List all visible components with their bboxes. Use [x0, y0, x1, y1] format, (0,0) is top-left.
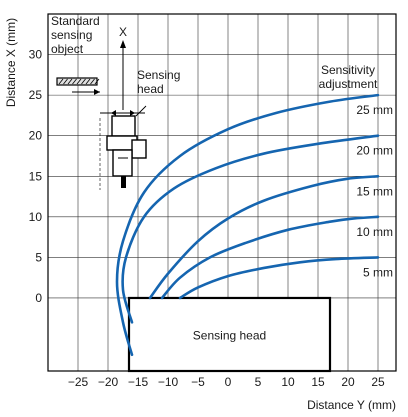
plot-frame: [47, 13, 397, 372]
plate-hatch: [63, 78, 68, 85]
x-direction-marker-label: X: [119, 25, 127, 39]
standard-object-label-line1: Standard: [51, 14, 100, 28]
x-tick-label: −25: [68, 375, 89, 389]
sensor-inset-drawing: [56, 40, 147, 190]
x-tick-label: 20: [341, 375, 355, 389]
x-tick-label: 25: [371, 375, 385, 389]
motion-arrow-head: [94, 89, 100, 95]
curve-10-mm: [160, 215, 380, 300]
series-labels: 25 mm 20 mm 15 mm 10 mm 5 mm: [356, 103, 393, 279]
sensor-lower-body: [112, 149, 133, 177]
sensitivity-curves: [115, 93, 380, 357]
curve-25-mm: [115, 93, 380, 357]
sensor-cable: [121, 176, 126, 188]
x-axis-label: Distance Y (mm): [307, 398, 396, 412]
y-tick-label: 25: [29, 88, 43, 102]
standard-object-label-line2: sensing: [51, 28, 92, 42]
x-tick-label: 0: [225, 375, 232, 389]
x-tick-label: −20: [98, 375, 119, 389]
series-label: 10 mm: [356, 225, 393, 239]
x-tick-label: −15: [128, 375, 149, 389]
grid-lines: [48, 14, 396, 371]
y-tick-label: 10: [29, 210, 43, 224]
plate-hatch: [81, 78, 86, 85]
series-label: 20 mm: [356, 144, 393, 158]
sensing-head-pointer: [135, 105, 147, 117]
plate-hatch: [76, 78, 82, 85]
x-tick-label: 10: [281, 375, 295, 389]
sensor-side-block: [131, 139, 147, 159]
x-tick-label: −10: [158, 375, 179, 389]
sensing-head-box: [127, 296, 332, 373]
legend-title-line1: Sensitivity: [321, 63, 375, 77]
curve-15-mm: [148, 174, 380, 300]
sensing-head-label-line1: Sensing: [137, 68, 180, 82]
series-label: 5 mm: [363, 265, 393, 279]
sensing-head-rect: [127, 296, 332, 373]
y-tick-label: 30: [29, 48, 43, 62]
sensor-dim-arrows: [111, 110, 135, 116]
series-label: 15 mm: [356, 184, 393, 198]
sensing-head-box-label: Sensing head: [193, 328, 266, 342]
x-axis-marker-arrow: [120, 40, 126, 48]
legend-title-line2: adjustment: [319, 77, 378, 91]
y-axis-label: Distance X (mm): [4, 18, 18, 107]
y-tick-label: 0: [35, 291, 42, 305]
plate-hatch: [85, 78, 91, 85]
x-tick-label: −5: [191, 375, 205, 389]
y-tick-labels: 0 5 10 15 20 25 30: [29, 48, 43, 305]
plate-hatch: [72, 78, 77, 85]
x-tick-labels: −25 −20 −15 −10 −5 0 5 10 15 20 25: [68, 375, 385, 389]
plate-hatch: [90, 78, 95, 85]
series-label: 25 mm: [356, 103, 393, 117]
y-tick-label: 5: [35, 250, 42, 264]
curve-5-mm: [178, 256, 380, 300]
x-tick-label: 5: [255, 375, 262, 389]
y-tick-label: 20: [29, 129, 43, 143]
x-tick-label: 15: [311, 375, 325, 389]
plate-hatch: [58, 78, 64, 85]
plate-hatch: [67, 78, 73, 85]
plate-hatch: [94, 78, 100, 85]
sensor-head-top: [111, 115, 136, 137]
y-tick-label: 15: [29, 169, 43, 183]
standard-object-label-line3: object: [51, 42, 84, 56]
chart-labels: Distance Y (mm) Distance X (mm) Sensitiv…: [4, 14, 396, 412]
curve-20-mm: [121, 134, 380, 324]
sensing-head-label-line2: head: [137, 82, 164, 96]
